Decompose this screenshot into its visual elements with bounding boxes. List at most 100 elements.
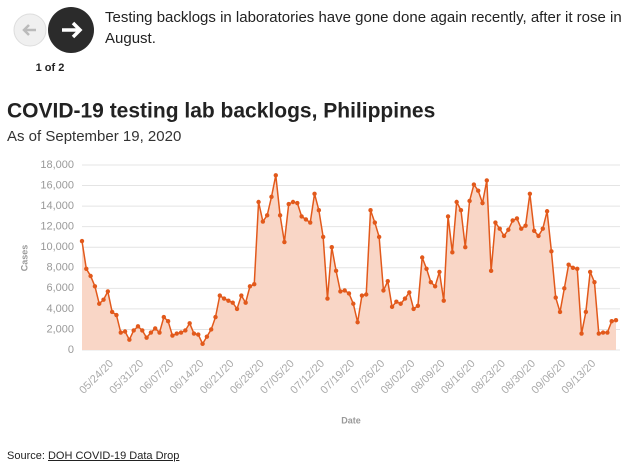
point	[308, 220, 313, 225]
point	[351, 301, 356, 306]
y-tick-label: 0	[68, 344, 74, 356]
point	[79, 238, 85, 244]
point	[475, 188, 481, 193]
point	[566, 262, 571, 267]
point	[109, 309, 115, 315]
point	[226, 298, 231, 303]
caption: Testing backlogs in laboratories have go…	[105, 9, 622, 47]
source-link[interactable]: DOH COVID-19 Data Drop	[47, 450, 180, 462]
point	[510, 218, 515, 223]
y-tick-label: 6,000	[46, 282, 74, 294]
y-tick-label: 14,000	[40, 200, 74, 212]
chart-subtitle: As of September 19, 2020	[7, 128, 181, 145]
point	[437, 269, 442, 275]
point	[252, 282, 257, 287]
point	[178, 330, 184, 335]
point	[122, 329, 128, 334]
prev-arrow	[22, 24, 36, 36]
point	[381, 288, 386, 293]
point	[299, 214, 304, 219]
point	[118, 330, 123, 335]
point	[432, 284, 438, 289]
point	[230, 300, 235, 305]
point	[243, 300, 248, 305]
point	[454, 199, 459, 205]
point	[506, 227, 511, 232]
point	[148, 330, 154, 335]
point	[105, 289, 111, 294]
point	[441, 298, 446, 303]
point	[208, 327, 214, 332]
point	[277, 213, 283, 218]
point	[467, 198, 472, 204]
point	[480, 200, 485, 206]
point	[420, 255, 425, 260]
y-tick-label: 2,000	[46, 323, 74, 335]
point	[84, 266, 89, 272]
point	[269, 194, 274, 200]
point	[333, 268, 339, 274]
point	[200, 341, 205, 347]
point	[376, 234, 382, 240]
point	[144, 335, 149, 340]
point	[256, 199, 261, 205]
point	[519, 226, 524, 231]
point	[338, 289, 343, 294]
point	[101, 297, 106, 302]
point	[282, 239, 287, 245]
point	[135, 324, 141, 329]
point	[488, 268, 494, 274]
point	[424, 266, 429, 272]
y-tick-label: 16,000	[40, 179, 74, 191]
point	[527, 191, 533, 196]
y-tick-label: 10,000	[40, 241, 74, 253]
point	[239, 293, 244, 298]
point	[196, 332, 201, 337]
point	[174, 331, 179, 336]
point	[170, 333, 175, 338]
point	[394, 299, 399, 304]
point	[157, 330, 162, 335]
point	[234, 306, 240, 312]
point	[247, 284, 253, 289]
point	[131, 328, 136, 333]
point	[428, 279, 434, 285]
point	[221, 296, 227, 301]
point	[346, 291, 352, 296]
point	[312, 191, 317, 196]
point	[303, 217, 309, 222]
point	[613, 317, 619, 323]
point	[484, 178, 490, 183]
point	[290, 199, 296, 205]
point	[329, 245, 334, 250]
point	[191, 331, 197, 336]
point	[579, 331, 584, 336]
point	[553, 295, 558, 300]
point	[364, 292, 369, 297]
point	[260, 219, 266, 224]
point	[372, 220, 378, 225]
point	[523, 223, 528, 228]
point	[316, 208, 322, 213]
point	[587, 269, 593, 275]
point	[583, 309, 589, 315]
point	[501, 233, 507, 239]
point	[415, 303, 421, 309]
point	[187, 321, 192, 326]
y-tick-label: 12,000	[40, 221, 74, 233]
y-axis-label: Cases	[19, 245, 29, 272]
point	[411, 306, 416, 312]
source: Source: DOH COVID-19 Data Drop	[7, 450, 179, 462]
point	[204, 334, 210, 339]
point	[536, 233, 541, 239]
point	[497, 226, 502, 231]
point	[273, 173, 278, 178]
point	[140, 328, 145, 333]
point	[575, 266, 580, 272]
point	[97, 301, 102, 306]
point	[114, 312, 119, 318]
point	[471, 182, 477, 187]
point	[398, 301, 403, 306]
